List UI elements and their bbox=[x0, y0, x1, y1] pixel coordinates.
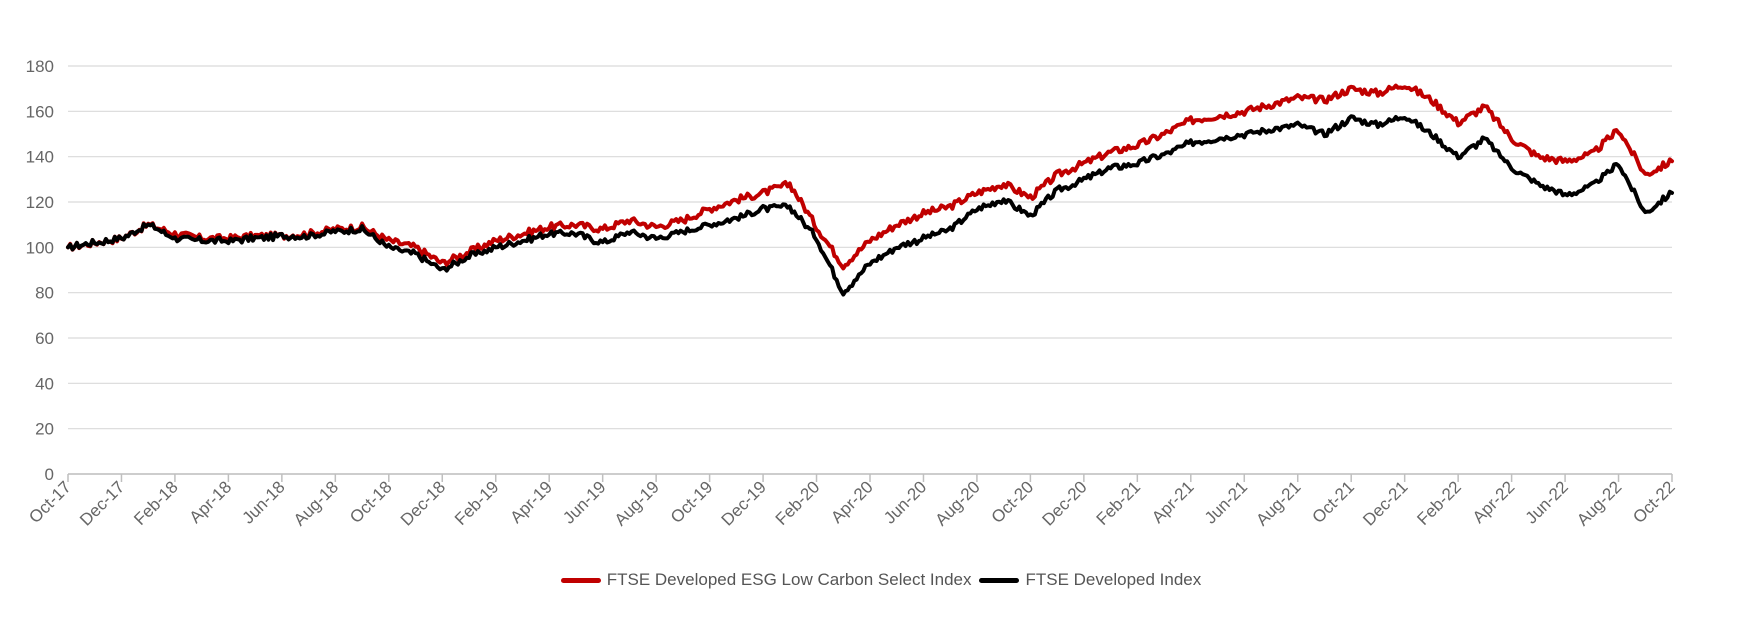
y-tick-label: 60 bbox=[35, 329, 54, 348]
x-tick-label: Oct-17 bbox=[25, 477, 75, 527]
x-tick-label: Aug-22 bbox=[1573, 477, 1625, 529]
x-tick-label: Dec-21 bbox=[1359, 477, 1411, 529]
y-tick-label: 0 bbox=[45, 465, 54, 484]
x-tick-label: Apr-18 bbox=[186, 477, 236, 527]
x-tick-label: Apr-22 bbox=[1469, 477, 1519, 527]
series-line-esg-low-carbon bbox=[66, 83, 1674, 271]
y-tick-label: 20 bbox=[35, 420, 54, 439]
x-tick-label: Oct-19 bbox=[667, 477, 717, 527]
x-tick-label: Dec-19 bbox=[718, 477, 770, 529]
x-tick-label: Feb-20 bbox=[772, 477, 824, 529]
x-tick-label: Jun-18 bbox=[239, 477, 289, 527]
x-tick-label: Apr-21 bbox=[1148, 477, 1198, 527]
x-tick-label: Oct-22 bbox=[1629, 477, 1679, 527]
x-tick-label: Aug-19 bbox=[611, 477, 663, 529]
x-tick-label: Oct-21 bbox=[1309, 477, 1359, 527]
gridlines bbox=[68, 65, 1672, 475]
legend-label-esg-low-carbon: FTSE Developed ESG Low Carbon Select Ind… bbox=[606, 570, 972, 589]
x-tick-label: Apr-20 bbox=[827, 477, 877, 527]
x-tick-label: Dec-18 bbox=[397, 477, 449, 529]
legend-label-developed: FTSE Developed Index bbox=[1025, 570, 1202, 589]
series-line-developed bbox=[66, 114, 1674, 297]
x-tick-label: Jun-22 bbox=[1522, 477, 1572, 527]
x-tick-label: Feb-19 bbox=[451, 477, 503, 529]
legend-swatch-developed bbox=[979, 577, 1020, 583]
y-tick-label: 80 bbox=[35, 284, 54, 303]
x-tick-label: Feb-21 bbox=[1093, 477, 1145, 529]
x-tick-label: Aug-18 bbox=[290, 477, 342, 529]
x-tick-label: Feb-18 bbox=[130, 477, 182, 529]
x-tick-label: Dec-20 bbox=[1039, 477, 1091, 529]
x-tick-label: Oct-20 bbox=[988, 477, 1038, 527]
x-tick-label: Aug-21 bbox=[1252, 477, 1304, 529]
x-tick-label: Oct-18 bbox=[346, 477, 396, 527]
series-lines bbox=[66, 83, 1674, 297]
legend-item-developed[interactable]: FTSE Developed Index bbox=[979, 570, 1201, 590]
y-tick-label: 180 bbox=[26, 57, 54, 76]
x-tick-label: Jun-21 bbox=[1201, 477, 1251, 527]
legend: FTSE Developed ESG Low Carbon Select Ind… bbox=[0, 570, 1762, 590]
x-tick-label: Feb-22 bbox=[1413, 477, 1465, 529]
x-tick-label: Jun-19 bbox=[559, 477, 609, 527]
legend-item-esg-low-carbon[interactable]: FTSE Developed ESG Low Carbon Select Ind… bbox=[560, 570, 972, 590]
x-tick-label: Apr-19 bbox=[507, 477, 557, 527]
y-tick-label: 40 bbox=[35, 374, 54, 393]
x-tick-label: Aug-20 bbox=[932, 477, 984, 529]
y-tick-label: 120 bbox=[26, 193, 54, 212]
y-tick-label: 160 bbox=[26, 102, 54, 121]
legend-swatch-esg-low-carbon bbox=[560, 577, 601, 583]
x-tick-label: Dec-17 bbox=[76, 477, 128, 529]
x-tick-label: Jun-20 bbox=[880, 477, 930, 527]
y-tick-label: 140 bbox=[26, 148, 54, 167]
y-tick-label: 100 bbox=[26, 238, 54, 257]
